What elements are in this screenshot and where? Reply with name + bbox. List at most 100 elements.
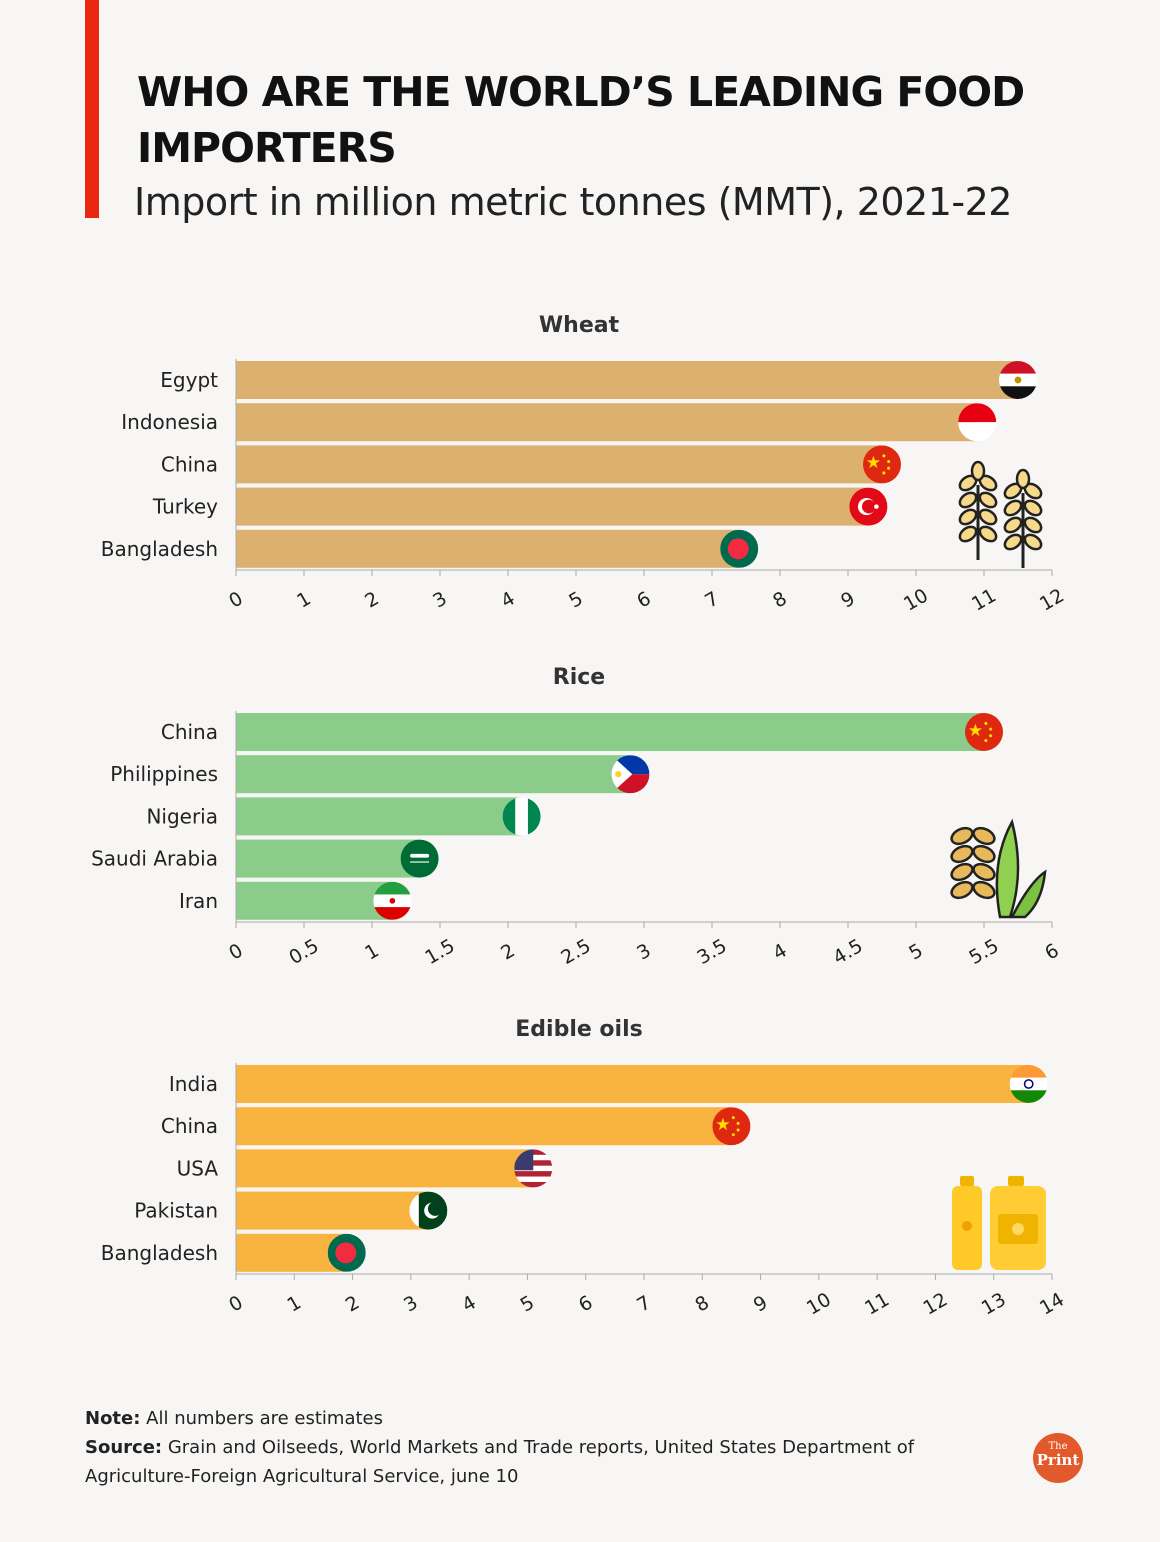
tick-label: 7 <box>701 587 722 612</box>
bar-pakistan <box>236 1191 429 1230</box>
flag-iran-icon <box>373 881 412 920</box>
tick-label: 1 <box>361 939 382 964</box>
tick-label: 0.5 <box>285 935 322 969</box>
bar-bangladesh <box>236 529 740 568</box>
category-label: Saudi Arabia <box>91 847 218 871</box>
bar-nigeria <box>236 797 522 836</box>
bar-egypt <box>236 361 1018 399</box>
category-label: Egypt <box>160 368 218 392</box>
note-label: Note: <box>85 1408 141 1429</box>
bar-indonesia <box>236 403 978 442</box>
bar-philippines <box>236 755 631 794</box>
category-label: India <box>169 1072 218 1096</box>
category-label: China <box>161 1114 218 1138</box>
tick-label: 3 <box>400 1291 421 1316</box>
category-label: Bangladesh <box>101 1241 218 1265</box>
flag-usa-icon <box>514 1149 553 1188</box>
category-label: USA <box>177 1156 219 1180</box>
tick-label: 1 <box>284 1291 305 1316</box>
flag-egypt-icon <box>999 361 1037 399</box>
category-label: Nigeria <box>146 804 218 828</box>
tick-label: 9 <box>837 587 858 612</box>
tick-label: 0 <box>225 587 246 612</box>
source-text: Grain and Oilseeds, World Markets and Tr… <box>85 1437 915 1487</box>
tick-label: 1.5 <box>421 935 458 969</box>
page-title: WHO ARE THE WORLD’S LEADING FOOD IMPORTE… <box>137 68 1025 172</box>
tick-label: 3 <box>633 939 654 964</box>
tick-label: 3 <box>429 587 450 612</box>
svg-text:★: ★ <box>968 721 983 741</box>
category-label: Bangladesh <box>101 537 218 561</box>
flag-bangladesh-icon <box>720 529 759 568</box>
rice-icon <box>950 818 1047 919</box>
tick-label: 1 <box>293 587 314 612</box>
bar-china <box>236 713 984 751</box>
chart-title: Wheat <box>539 313 620 338</box>
flag-china-icon: ★ <box>863 445 901 484</box>
category-label: Iran <box>179 889 218 913</box>
flag-india-icon <box>1009 1065 1048 1103</box>
tick-label: 8 <box>692 1291 713 1316</box>
tick-label: 12 <box>1036 584 1068 615</box>
flag-china-icon: ★ <box>965 713 1003 751</box>
tick-label: 2 <box>342 1291 363 1316</box>
tick-label: 3.5 <box>693 935 730 969</box>
svg-text:★: ★ <box>866 453 881 473</box>
category-label: Pakistan <box>134 1199 218 1223</box>
flag-bangladesh-icon <box>327 1233 366 1272</box>
category-label: Indonesia <box>121 410 218 434</box>
footnote: Note: All numbers are estimates Source: … <box>85 1404 985 1491</box>
flag-nigeria-icon <box>502 797 541 836</box>
tick-label: 6 <box>575 1291 596 1316</box>
note-text: All numbers are estimates <box>140 1408 383 1429</box>
tick-label: 11 <box>861 1288 893 1319</box>
note-line: Note: All numbers are estimates <box>85 1404 985 1433</box>
oil-bottles-icon <box>952 1176 1046 1270</box>
bar-turkey <box>236 487 869 526</box>
wheat-icon <box>958 460 1043 568</box>
tick-label: 4 <box>769 939 790 964</box>
bar-china <box>236 1107 732 1146</box>
flag-pakistan-icon <box>409 1191 448 1230</box>
tick-label: 0 <box>225 939 246 964</box>
tick-label: 10 <box>803 1288 835 1319</box>
tick-label: 4 <box>458 1291 479 1316</box>
chart-title: Rice <box>553 665 605 690</box>
svg-text:★: ★ <box>715 1115 730 1135</box>
tick-label: 0 <box>225 1291 246 1316</box>
bar-iran <box>236 881 393 920</box>
theprint-logo[interactable]: The Print <box>1033 1433 1083 1483</box>
tick-label: 11 <box>968 584 1000 615</box>
tick-label: 6 <box>1041 939 1062 964</box>
tick-label: 2.5 <box>557 935 594 969</box>
tick-label: 5 <box>517 1291 538 1316</box>
tick-label: 7 <box>633 1291 654 1316</box>
category-label: Philippines <box>110 762 218 786</box>
category-label: China <box>161 452 218 476</box>
logo-print: Print <box>1036 1451 1080 1469</box>
tick-label: 4.5 <box>829 935 866 969</box>
flag-indonesia-icon <box>958 403 997 442</box>
bar-usa <box>236 1149 534 1188</box>
bar-china <box>236 445 882 484</box>
chart-edible-oils: Edible oils India China ★ USA Pakistan Banglad… <box>101 1017 1068 1320</box>
bar-saudi-arabia <box>236 839 420 878</box>
tick-label: 5 <box>905 939 926 964</box>
category-label: China <box>161 720 218 744</box>
tick-label: 6 <box>633 587 654 612</box>
tick-label: 5 <box>565 587 586 612</box>
chart-rice: Rice China ★ Philippines Nigeria Saudi Arabia… <box>91 665 1063 969</box>
flag-philippines-icon <box>611 755 650 794</box>
tick-label: 13 <box>978 1288 1010 1319</box>
chart-wheat: Wheat Egypt Indonesia China ★ Turkey Banglades… <box>101 313 1068 616</box>
page-subtitle: Import in million metric tonnes (MMT), 2… <box>134 180 1012 224</box>
tick-label: 4 <box>497 587 518 612</box>
tick-label: 2 <box>361 587 382 612</box>
accent-bar <box>85 0 99 218</box>
source-line: Source: Grain and Oilseeds, World Market… <box>85 1433 985 1491</box>
tick-label: 8 <box>769 587 790 612</box>
flag-saudi-arabia-icon <box>400 839 439 878</box>
tick-label: 12 <box>919 1288 951 1319</box>
tick-label: 14 <box>1036 1288 1068 1319</box>
